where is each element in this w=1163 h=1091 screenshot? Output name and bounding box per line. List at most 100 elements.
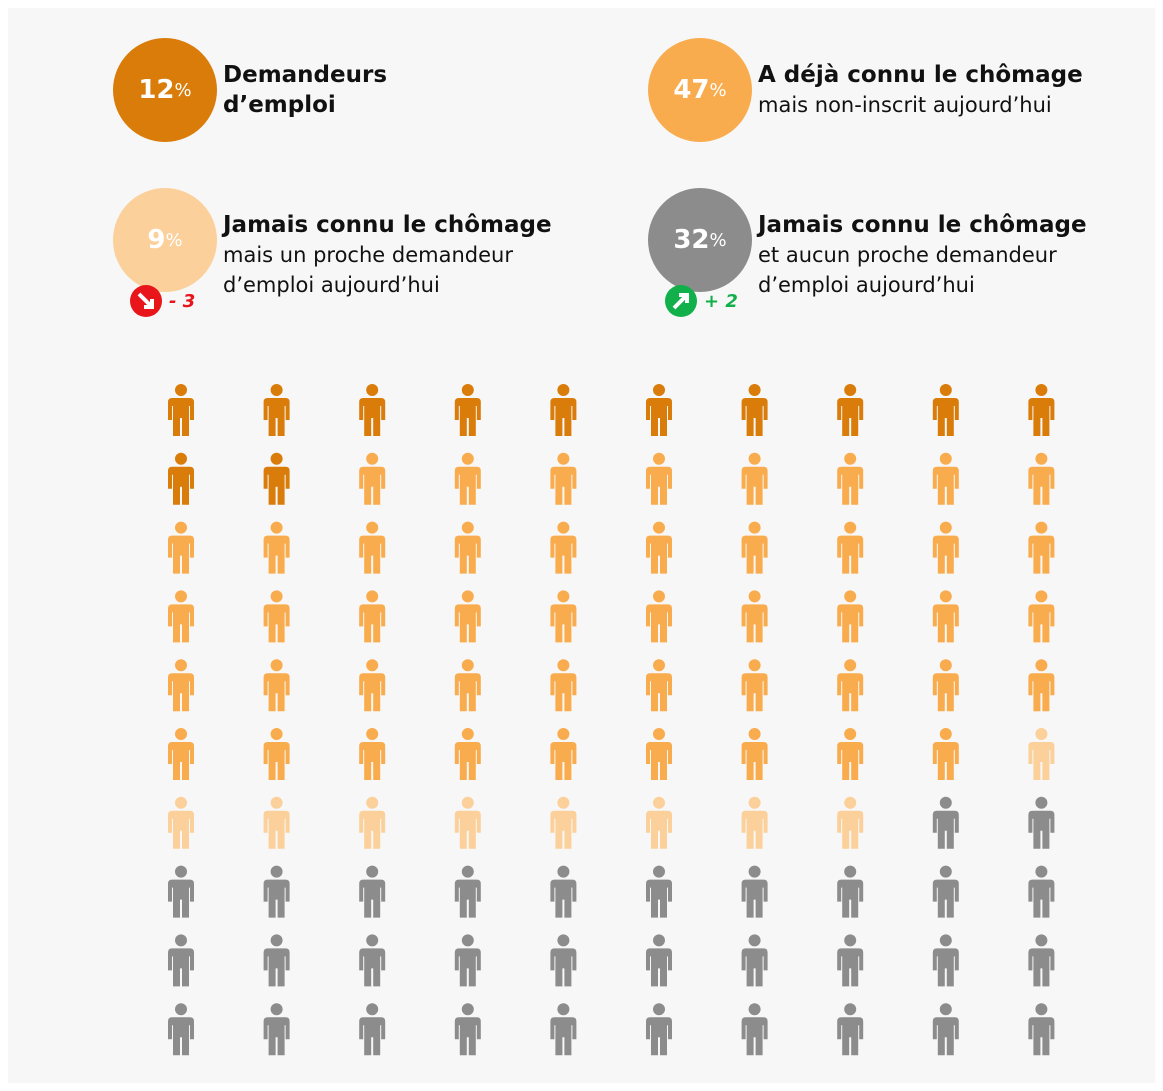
person-icon bbox=[837, 590, 864, 643]
person-icon bbox=[1028, 796, 1055, 849]
person-icon bbox=[168, 865, 194, 918]
person-icon bbox=[646, 728, 672, 780]
person-icon bbox=[454, 934, 481, 987]
person-icon bbox=[646, 1003, 672, 1056]
person-icon bbox=[1028, 728, 1055, 780]
change-icon bbox=[130, 285, 162, 317]
person-icon bbox=[454, 521, 481, 574]
person-icon bbox=[168, 590, 194, 643]
person-icon bbox=[454, 1003, 481, 1056]
change-badge: + 2 bbox=[664, 284, 738, 318]
person-icon bbox=[263, 659, 290, 712]
percent-unit: % bbox=[165, 229, 183, 251]
person-icon bbox=[741, 452, 768, 505]
person-icon bbox=[1028, 452, 1055, 505]
legend-title: Jamais connu le chômage bbox=[223, 212, 552, 238]
person-icon bbox=[263, 1003, 290, 1056]
person-icon bbox=[932, 659, 959, 712]
person-icon bbox=[837, 384, 864, 436]
percent-unit: % bbox=[709, 229, 727, 251]
person-icon bbox=[932, 1003, 959, 1056]
person-icon bbox=[168, 659, 194, 712]
pictogram-grid bbox=[168, 384, 1055, 1056]
person-icon bbox=[646, 590, 672, 643]
person-icon bbox=[263, 590, 290, 643]
person-icon bbox=[168, 1003, 194, 1056]
legend-text: Jamais connu le chômage et aucun proche d… bbox=[758, 210, 1098, 300]
person-icon bbox=[550, 521, 577, 574]
person-icon bbox=[741, 865, 768, 918]
person-icon bbox=[359, 934, 386, 987]
person-icon bbox=[550, 1003, 577, 1056]
person-icon bbox=[263, 521, 290, 574]
person-icon bbox=[837, 1003, 864, 1056]
change-icon bbox=[665, 285, 697, 317]
person-icon bbox=[741, 659, 768, 712]
person-icon bbox=[550, 590, 577, 643]
person-icon bbox=[550, 659, 577, 712]
person-icon bbox=[168, 728, 194, 780]
legend-description: et aucun proche demandeur d’emploi aujou… bbox=[758, 243, 1057, 297]
change-arrow bbox=[137, 292, 154, 309]
percent-value: 47 bbox=[673, 75, 710, 105]
person-icon bbox=[1028, 659, 1055, 712]
legend-title: Demandeurs d’emploi bbox=[223, 62, 388, 118]
person-icon bbox=[1028, 865, 1055, 918]
legend-title: Jamais connu le chômage bbox=[758, 212, 1087, 238]
person-icon bbox=[1028, 384, 1055, 436]
person-icon bbox=[263, 934, 290, 987]
person-icon bbox=[741, 934, 768, 987]
person-icon bbox=[550, 384, 577, 436]
person-icon bbox=[168, 452, 194, 505]
percent-value: 9 bbox=[147, 225, 166, 255]
person-icon bbox=[1028, 521, 1055, 574]
person-icon bbox=[454, 590, 481, 643]
person-icon bbox=[741, 796, 768, 849]
person-icon bbox=[359, 796, 386, 849]
person-icon bbox=[454, 659, 481, 712]
change-arrow bbox=[672, 293, 689, 310]
person-icon bbox=[263, 865, 290, 918]
person-icon bbox=[741, 590, 768, 643]
change-badge: - 3 bbox=[129, 284, 195, 318]
person-icon bbox=[359, 659, 386, 712]
person-icon bbox=[550, 796, 577, 849]
legend-title: A déjà connu le chômage bbox=[758, 62, 1083, 88]
person-icon bbox=[646, 796, 672, 849]
legend-description: mais un proche demandeur d’emploi aujour… bbox=[223, 243, 513, 297]
percent-circle: 9% bbox=[113, 188, 217, 292]
percent-value: 12 bbox=[138, 75, 175, 105]
person-icon bbox=[263, 452, 290, 505]
person-icon bbox=[837, 452, 864, 505]
person-icon bbox=[454, 452, 481, 505]
person-icon bbox=[168, 384, 194, 436]
person-icon bbox=[263, 384, 290, 436]
person-icon bbox=[646, 934, 672, 987]
percent-circle: 47% bbox=[648, 38, 752, 142]
person-icon bbox=[932, 865, 959, 918]
person-icon bbox=[837, 865, 864, 918]
person-icon bbox=[741, 1003, 768, 1056]
person-icon bbox=[646, 865, 672, 918]
person-icon bbox=[741, 728, 768, 780]
legend-text: Jamais connu le chômage mais un proche de… bbox=[223, 210, 563, 300]
person-icon bbox=[359, 384, 386, 436]
person-icon bbox=[932, 590, 959, 643]
person-icon bbox=[1028, 1003, 1055, 1056]
person-icon bbox=[263, 728, 290, 780]
person-icon bbox=[359, 865, 386, 918]
person-icon bbox=[646, 452, 672, 505]
person-icon bbox=[932, 452, 959, 505]
person-icon bbox=[741, 521, 768, 574]
person-icon bbox=[454, 865, 481, 918]
percent-unit: % bbox=[709, 79, 727, 101]
person-icon bbox=[550, 865, 577, 918]
change-label: + 2 bbox=[704, 290, 738, 312]
person-icon bbox=[359, 728, 386, 780]
person-icon bbox=[932, 521, 959, 574]
percent-value: 32 bbox=[673, 225, 710, 255]
percent-circle: 32% bbox=[648, 188, 752, 292]
person-icon bbox=[932, 728, 959, 780]
person-icon bbox=[646, 659, 672, 712]
percent-unit: % bbox=[174, 79, 192, 101]
